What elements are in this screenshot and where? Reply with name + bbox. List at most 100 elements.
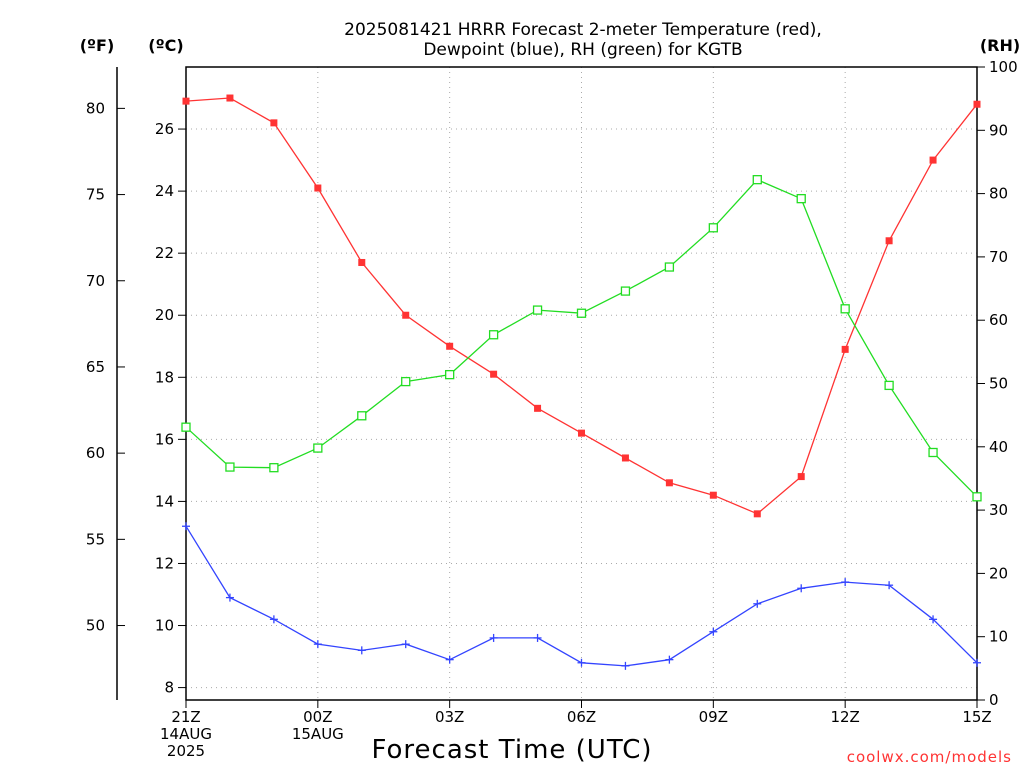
data-point	[534, 404, 542, 412]
fahrenheit-tick-label: 65	[86, 358, 105, 376]
data-point	[402, 311, 410, 319]
fahrenheit-tick-label: 75	[86, 186, 105, 204]
data-point	[358, 258, 366, 266]
celsius-tick-label: 20	[155, 306, 174, 324]
x-tick-label: 03Z	[435, 708, 464, 726]
celsius-tick-label: 18	[155, 368, 174, 386]
data-point	[928, 447, 938, 458]
celsius-unit-label: (ºC)	[148, 36, 183, 55]
data-point	[445, 655, 454, 664]
fahrenheit-tick-label: 50	[86, 617, 105, 635]
rh-tick-label: 60	[989, 311, 1008, 329]
data-point	[181, 422, 191, 432]
data-point	[664, 262, 675, 272]
rh-unit-label: (RH)	[980, 36, 1020, 55]
x-axis-label: Forecast Time (UTC)	[371, 735, 652, 765]
data-point	[313, 640, 322, 649]
celsius-tick-label: 14	[155, 492, 174, 510]
x-tick-label: 00Z	[303, 708, 332, 726]
data-point	[532, 305, 543, 315]
x-tick-label: 06Z	[567, 708, 596, 726]
data-point	[753, 599, 762, 608]
data-point	[576, 308, 587, 318]
rh-tick-label: 70	[989, 248, 1008, 266]
data-point	[577, 658, 586, 667]
data-point	[752, 175, 762, 185]
data-point	[269, 615, 278, 624]
title-line-1: 2025081421 HRRR Forecast 2-meter Tempera…	[344, 20, 822, 40]
data-point	[753, 510, 761, 518]
series-dewpoint	[182, 522, 981, 670]
celsius-tick-label: 10	[155, 617, 174, 635]
data-point	[401, 640, 410, 649]
rh-tick-label: 80	[989, 185, 1008, 203]
fahrenheit-tick-label: 70	[86, 272, 105, 290]
data-point	[489, 633, 498, 642]
data-point	[357, 411, 367, 421]
data-point	[313, 443, 323, 453]
rh-tick-label: 30	[989, 501, 1008, 519]
series	[181, 94, 982, 670]
data-point	[270, 119, 278, 127]
data-point	[929, 615, 938, 624]
data-point	[665, 479, 673, 487]
x-tick-label: 15AUG	[292, 725, 344, 743]
data-point	[841, 578, 850, 587]
data-point	[357, 646, 366, 655]
data-point	[665, 655, 674, 664]
x-tick-label: 21Z	[171, 708, 200, 726]
celsius-tick-label: 24	[155, 182, 174, 200]
data-point	[796, 194, 806, 204]
chart-title: 2025081421 HRRR Forecast 2-meter Tempera…	[344, 20, 822, 60]
data-point	[445, 369, 455, 380]
data-point	[401, 376, 411, 387]
data-point	[973, 658, 981, 667]
fahrenheit-tick-label: 60	[86, 444, 105, 462]
data-point	[929, 156, 937, 164]
data-point	[885, 237, 893, 245]
fahrenheit-unit-label: (ºF)	[80, 36, 115, 55]
data-point	[841, 345, 849, 353]
axes	[116, 66, 985, 708]
x-tick-label: 09Z	[699, 708, 728, 726]
data-point	[225, 593, 234, 602]
data-point	[884, 380, 894, 391]
celsius-tick-label: 26	[155, 120, 174, 138]
data-point	[446, 342, 454, 350]
data-point	[797, 584, 806, 593]
celsius-tick-label: 22	[155, 244, 174, 262]
data-point	[973, 100, 981, 108]
rh-tick-label: 50	[989, 375, 1008, 393]
data-point	[269, 463, 279, 473]
data-point	[709, 491, 717, 499]
x-tick-label: 14AUG	[160, 725, 212, 743]
fahrenheit-tick-label: 80	[86, 99, 105, 117]
data-point	[182, 97, 190, 105]
data-point	[225, 462, 235, 472]
series-rh	[181, 175, 982, 502]
data-point	[490, 370, 498, 378]
rh-tick-label: 20	[989, 564, 1008, 582]
tick-labels: 8 10 12 14 16 18 20 22 24 26 50 55 60 65 70 75 80 0 10 20 30…	[86, 58, 1018, 760]
series-temperature	[182, 94, 981, 518]
data-point	[533, 633, 542, 642]
data-point	[620, 286, 631, 296]
series-line-temperature	[185, 97, 978, 515]
celsius-tick-label: 12	[155, 554, 174, 572]
rh-tick-label: 90	[989, 121, 1008, 139]
x-tick-label: 15Z	[962, 708, 991, 726]
rh-tick-label: 10	[989, 628, 1008, 646]
grid	[186, 67, 977, 700]
data-point	[840, 304, 850, 314]
data-point	[885, 581, 894, 590]
rh-tick-label: 0	[989, 691, 999, 709]
plot-frame	[185, 66, 978, 701]
data-point	[972, 492, 982, 502]
rh-tick-label: 40	[989, 438, 1008, 456]
data-point	[621, 454, 629, 462]
data-point	[182, 522, 190, 531]
data-point	[797, 473, 805, 481]
fahrenheit-tick-label: 55	[86, 530, 105, 548]
title-line-2: Dewpoint (blue), RH (green) for KGTB	[423, 40, 742, 60]
